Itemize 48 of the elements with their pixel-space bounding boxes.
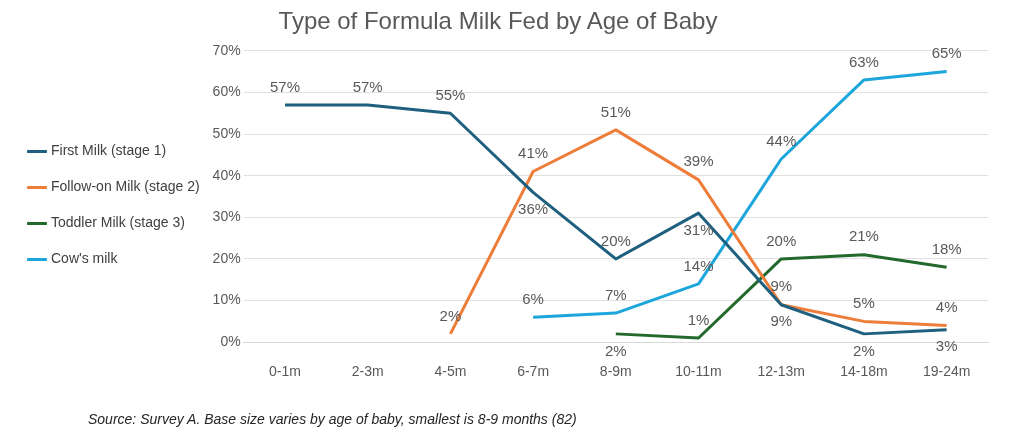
data-label: 6% xyxy=(522,289,544,307)
data-label: 9% xyxy=(770,277,793,295)
data-label: 57% xyxy=(352,77,383,95)
data-label: 9% xyxy=(770,312,793,330)
x-tick-label: 19-24m xyxy=(922,363,971,380)
data-label: 57% xyxy=(269,77,300,95)
data-label: 41% xyxy=(518,144,549,162)
x-tick-label: 8-9m xyxy=(599,363,632,380)
data-label: 31% xyxy=(683,220,714,238)
data-label: 63% xyxy=(848,52,879,70)
y-tick-label: 20% xyxy=(212,249,241,266)
legend-label: Toddler Milk (stage 3) xyxy=(51,214,185,231)
data-label: 44% xyxy=(766,131,797,149)
x-tick-label: 12-13m xyxy=(757,363,805,380)
data-label: 18% xyxy=(931,239,962,257)
y-tick-label: 70% xyxy=(212,41,241,58)
data-label: 1% xyxy=(687,310,710,328)
data-label: 20% xyxy=(600,231,631,249)
data-label: 3% xyxy=(935,337,958,355)
data-label: 2% xyxy=(604,341,627,359)
y-tick-label: 40% xyxy=(212,166,241,183)
legend-label: First Milk (stage 1) xyxy=(51,142,167,159)
y-tick-label: 60% xyxy=(212,83,241,100)
data-label: 65% xyxy=(931,44,962,62)
data-label: 7% xyxy=(604,285,627,303)
data-label: 39% xyxy=(683,152,714,170)
data-label: 51% xyxy=(600,102,631,120)
x-tick-label: 14-18m xyxy=(840,363,888,380)
data-label: 20% xyxy=(766,231,797,249)
x-tick-label: 10-11m xyxy=(675,363,722,380)
y-tick-label: 50% xyxy=(212,124,241,141)
x-tick-label: 6-7m xyxy=(517,363,550,380)
data-label: 36% xyxy=(518,199,549,217)
data-label: 55% xyxy=(435,85,466,103)
y-tick-label: 30% xyxy=(212,208,241,225)
chart-title: Type of Formula Milk Fed by Age of Baby xyxy=(278,7,718,35)
legend-label: Cow's milk xyxy=(51,250,119,267)
data-label: 21% xyxy=(848,227,879,245)
x-tick-label: 4-5m xyxy=(434,363,467,380)
legend-label: Follow-on Milk (stage 2) xyxy=(51,178,200,195)
data-label: 5% xyxy=(853,294,875,312)
data-label: 4% xyxy=(935,298,958,316)
y-tick-label: 10% xyxy=(212,291,241,308)
x-tick-label: 2-3m xyxy=(351,363,384,380)
data-label: 2% xyxy=(853,341,875,359)
x-tick-label: 0-1m xyxy=(269,363,301,380)
source-note: Source: Survey A. Base size varies by age of baby, smallest is 8-9 months (82) xyxy=(88,411,578,427)
y-tick-label: 0% xyxy=(220,333,241,350)
